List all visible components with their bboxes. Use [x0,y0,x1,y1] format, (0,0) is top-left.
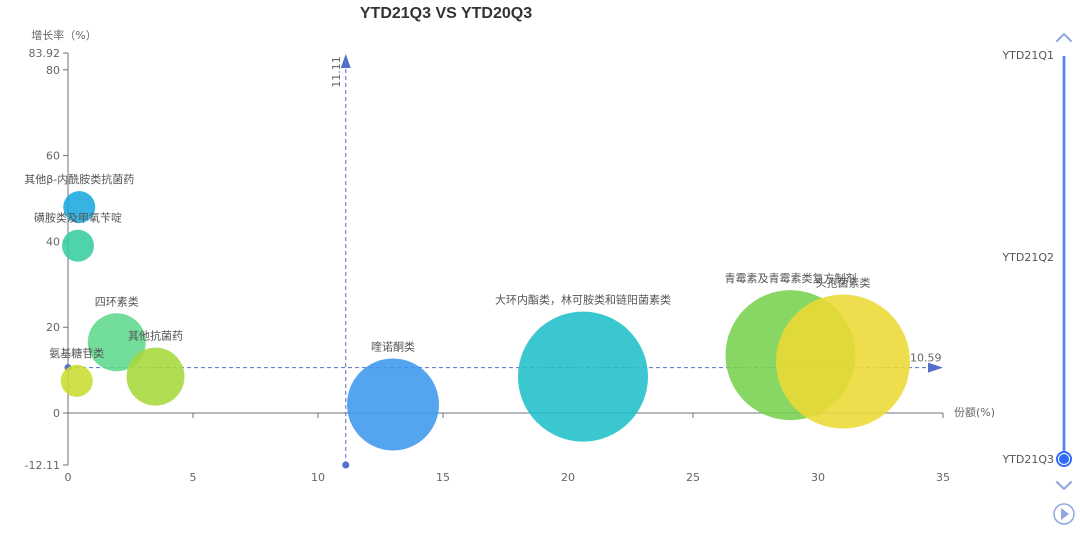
bubble [62,229,94,262]
timeline-prev-icon[interactable] [1056,32,1072,42]
ref-arrow-up-icon [340,54,351,68]
bubble-label: 大环内酯类，林可胺类和链阳菌素类 [495,293,671,307]
bubble-label: 磺胺类及甲氧苄啶 [34,211,122,225]
bubble-label: 其他β-内酰胺类抗菌药 [24,172,134,186]
x-axis-label: 份额(%) [954,406,995,419]
bubble [60,364,93,397]
y-tick-label: 0 [53,407,60,420]
timeline-handle-dot [1059,454,1069,464]
x-tick-label: 20 [561,471,575,484]
y-tick-label: 20 [46,321,60,334]
timeline-item-label: YTD21Q1 [1001,49,1054,62]
timeline: YTD21Q1 YTD21Q2 YTD21Q3 [1001,32,1075,525]
y-tick-label: 40 [46,235,60,248]
x-tick-label: 5 [190,471,197,484]
timeline-item-label: YTD21Q3 [1001,453,1054,466]
bubble-label: 青霉素及青霉素类复方制剂 [725,271,857,285]
ref-arrow-right-icon [928,362,943,373]
timeline-play-button[interactable] [1053,503,1075,525]
timeline-item-label: YTD21Q2 [1001,251,1054,264]
ref-dot-bottom [342,461,350,469]
bubble [63,191,96,224]
chart-title: YTD21Q3 VS YTD20Q3 [360,5,532,22]
bubble [518,311,648,442]
ref-line-x-label: 11.11 [330,56,343,88]
bubble [87,313,146,372]
bubble [776,294,910,429]
x-tick-label: 10 [311,471,325,484]
y-tick-label: 80 [46,64,60,77]
bubble [126,347,185,406]
x-tick-label: 15 [436,471,450,484]
x-tick-label: 0 [65,471,72,484]
play-icon[interactable] [1061,508,1069,520]
ref-line-y-label: 10.59 [910,352,942,365]
bubble-label: 喹诺酮类 [371,339,415,353]
bubble-label: 四环素类 [95,294,139,308]
y-tick-label: -12.11 [25,459,60,472]
bubbles-group [60,191,910,451]
x-tick-label: 25 [686,471,700,484]
bubble-label: 氨基糖苷类 [49,346,104,360]
timeline-next-icon[interactable] [1056,481,1072,491]
bubble [347,358,439,451]
y-axis-label: 增长率（%） [31,28,96,42]
x-tick-label: 35 [936,471,950,484]
bubble-label: 头孢菌素类 [816,276,871,290]
y-tick-label: 60 [46,150,60,163]
x-tick-label: 30 [811,471,825,484]
axes-group: 0 5 10 15 20 25 30 35 -12.11 0 20 40 60 80 83.92 [25,47,950,484]
bubble-label: 其他抗菌药 [128,329,183,343]
y-tick-label: 83.92 [29,47,61,60]
